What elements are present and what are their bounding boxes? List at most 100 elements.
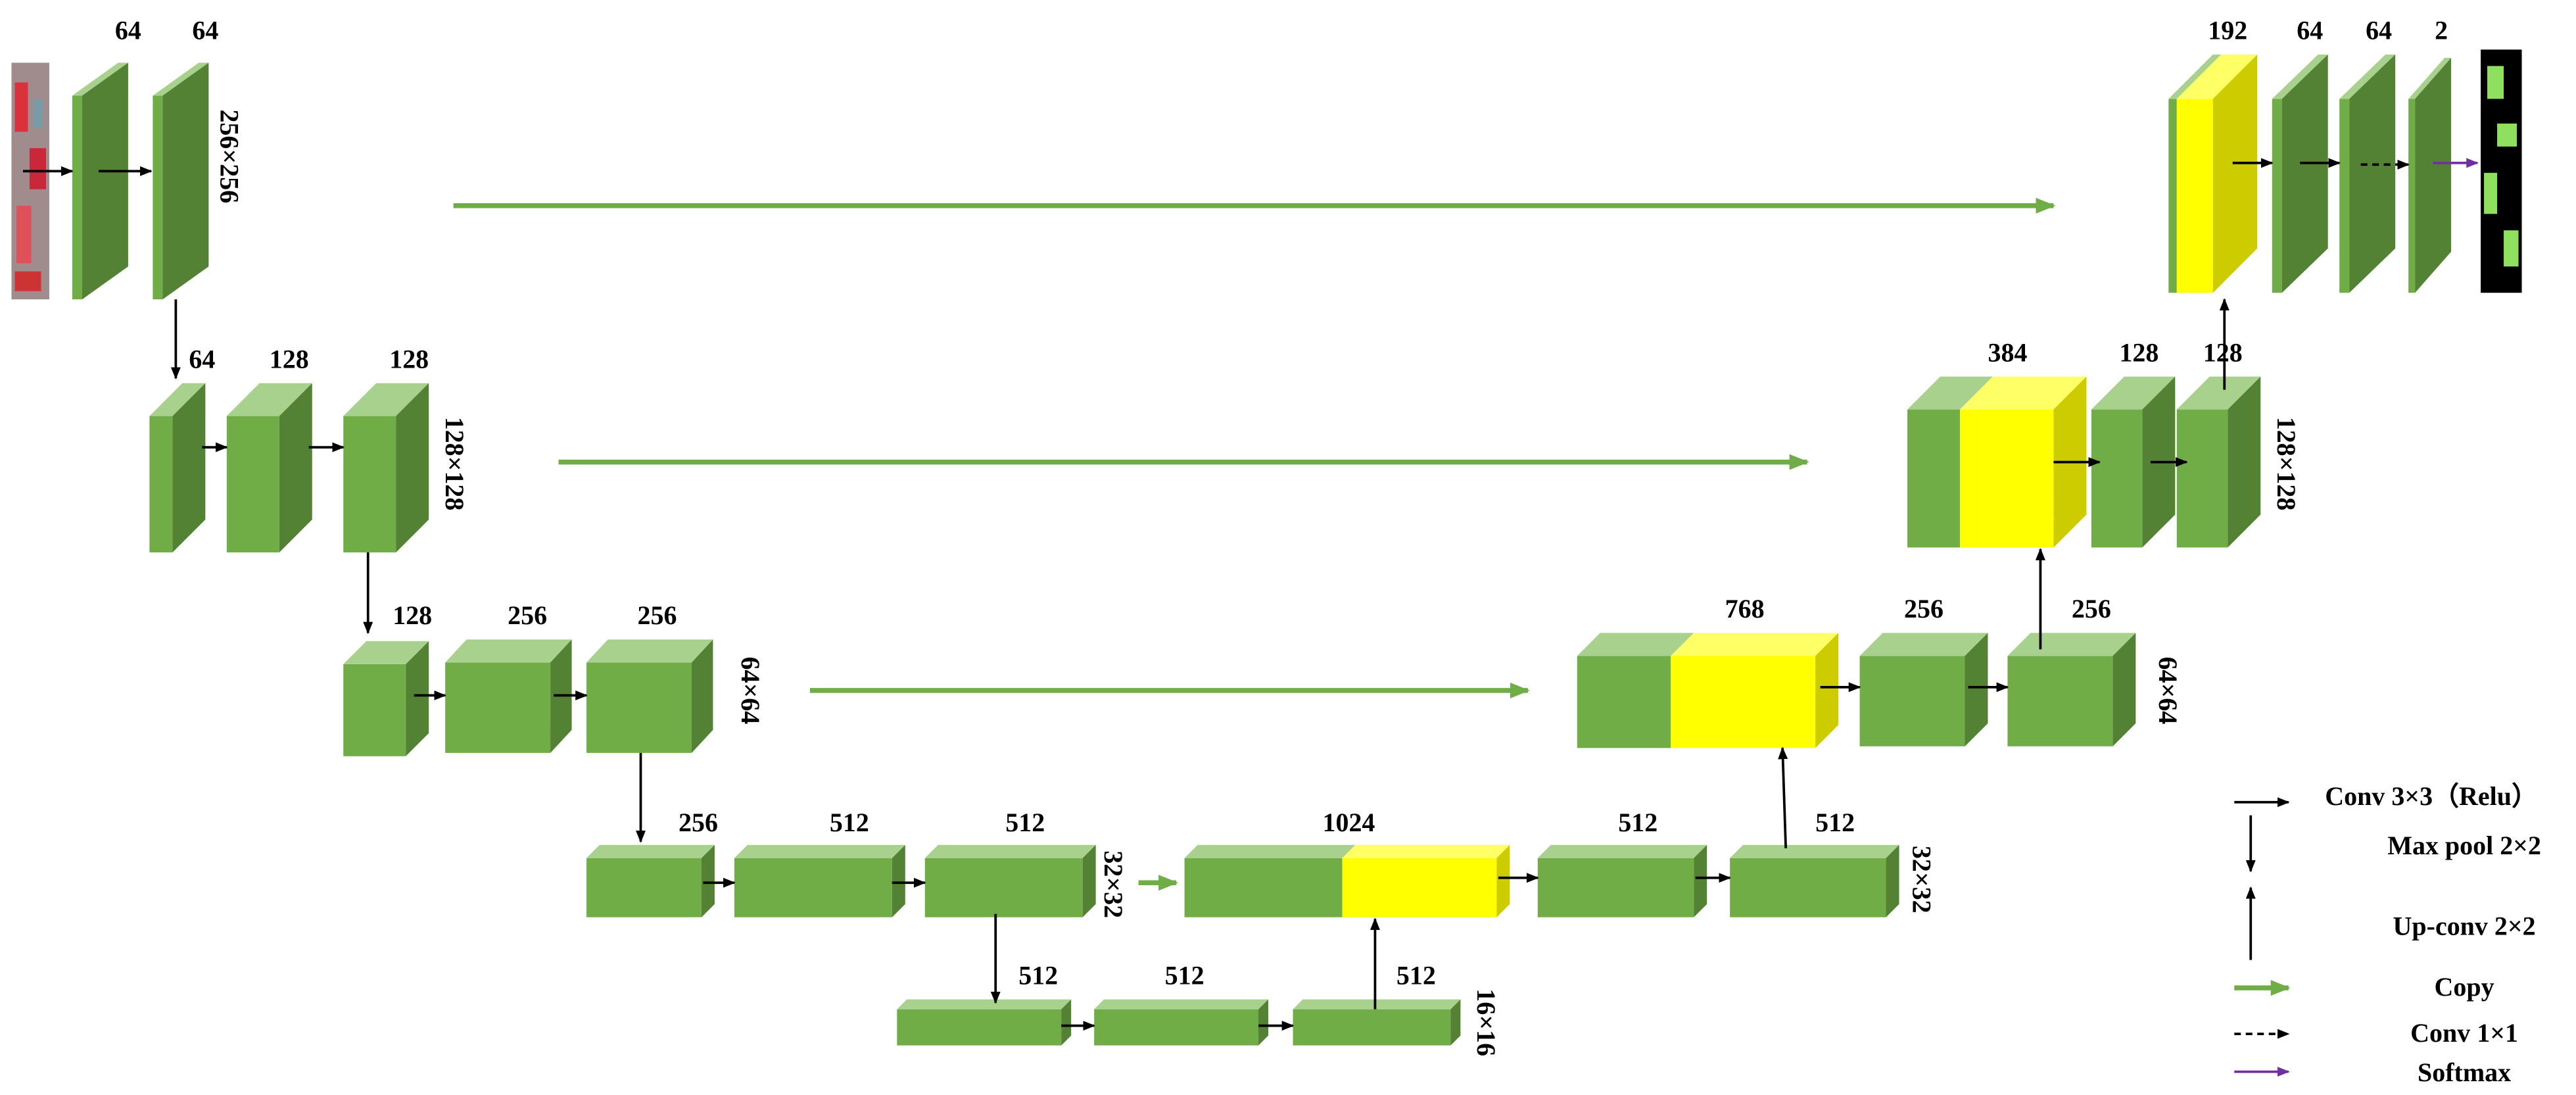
size-label: 128×128 <box>440 417 469 511</box>
block-side <box>2212 54 2258 293</box>
block-top <box>2168 54 2222 99</box>
channel-label: 2 <box>2435 16 2448 45</box>
block-front <box>586 858 702 917</box>
size-label: 16×16 <box>1471 988 1501 1056</box>
block-top <box>2176 376 2261 410</box>
block-side <box>892 844 905 917</box>
block-front <box>343 416 396 552</box>
block-top <box>2339 54 2396 99</box>
channel-label: 512 <box>1165 960 1205 990</box>
channel-label: 128 <box>2119 337 2159 367</box>
block-front <box>1730 858 1886 917</box>
block-top <box>1730 844 1899 858</box>
block-side <box>691 639 713 753</box>
channel-label: 128 <box>393 600 432 630</box>
channel-label: 128 <box>389 344 429 374</box>
concat-top <box>1959 376 2087 410</box>
block-top <box>1184 844 1356 858</box>
block-top <box>149 383 206 416</box>
block-top <box>2408 57 2452 99</box>
block-front <box>2408 99 2416 293</box>
concat-top <box>1342 844 1510 858</box>
block-front <box>734 858 892 917</box>
block-side <box>2281 54 2328 293</box>
legend-label: Conv 3×3（Relu） <box>2325 781 2538 811</box>
block-front <box>343 664 406 756</box>
channel-label: 64 <box>115 16 141 45</box>
block-top <box>153 62 209 96</box>
size-label: 128×128 <box>2272 417 2301 511</box>
block-top <box>1094 999 1269 1010</box>
block-side <box>172 383 206 552</box>
channel-label: 64 <box>2297 16 2323 45</box>
block-side <box>1965 633 1988 746</box>
block-side <box>1258 999 1269 1046</box>
block-top <box>2272 54 2328 99</box>
concat-front <box>2176 99 2213 293</box>
block-side <box>1082 844 1096 917</box>
block-side <box>1886 844 1899 917</box>
block-front <box>445 662 551 753</box>
block-top <box>343 641 429 664</box>
block-top <box>226 383 312 416</box>
block-front <box>153 95 163 300</box>
channel-label: 256 <box>638 600 677 630</box>
output-image <box>2481 49 2522 293</box>
block-top <box>586 639 713 663</box>
legend-label: Copy <box>2435 972 2494 1002</box>
block-side <box>396 383 429 552</box>
legend-label: Conv 1×1 <box>2410 1018 2518 1048</box>
concat-top <box>1671 633 1839 656</box>
block-front <box>1293 1009 1451 1046</box>
channel-label: 512 <box>1618 808 1658 837</box>
size-label: 32×32 <box>1907 846 1936 913</box>
block-top <box>445 639 572 663</box>
block-front <box>2272 99 2282 293</box>
block-top <box>72 62 128 96</box>
size-label: 256×256 <box>215 109 245 203</box>
block-front <box>1537 858 1694 917</box>
concat-top <box>2176 54 2258 99</box>
channel-label: 512 <box>1018 960 1058 990</box>
block-front <box>2176 409 2228 548</box>
channel-label: 1024 <box>1322 808 1375 837</box>
block-top <box>897 999 1072 1010</box>
channel-label: 256 <box>679 808 718 837</box>
block-top <box>1577 633 1694 656</box>
size-label: 64×64 <box>2153 657 2183 725</box>
block-top <box>586 844 715 858</box>
channel-label: 256 <box>2072 594 2111 623</box>
block-side <box>1815 633 1839 748</box>
block-front <box>2091 409 2143 548</box>
channel-label: 384 <box>1988 337 2027 367</box>
concat-front <box>1959 409 2054 548</box>
block-side <box>701 844 715 917</box>
block-top <box>1293 999 1461 1010</box>
block-front <box>2339 99 2350 293</box>
legend-label: Max pool 2×2 <box>2387 831 2541 860</box>
channel-label: 512 <box>1396 960 1436 990</box>
input-image <box>11 62 49 300</box>
block-front <box>897 1009 1062 1046</box>
block-front <box>2168 99 2177 293</box>
block-front <box>1577 656 1671 748</box>
concat-front <box>1342 858 1497 917</box>
channel-label: 128 <box>270 344 309 374</box>
channel-label: 64 <box>192 16 218 45</box>
block-front <box>1859 656 1965 746</box>
channel-label: 64 <box>189 344 215 374</box>
block-front <box>72 95 82 300</box>
block-side <box>1496 844 1510 917</box>
block-side <box>162 62 209 300</box>
legend-label: Up-conv 2×2 <box>2393 911 2536 940</box>
block-top <box>734 844 905 858</box>
block-top <box>924 844 1096 858</box>
arrow <box>1778 746 1788 848</box>
channel-label: 512 <box>1005 808 1045 837</box>
block-top <box>1859 633 1988 656</box>
channel-label: 768 <box>1725 594 1765 623</box>
block-front <box>149 416 173 552</box>
block-side <box>1450 999 1461 1046</box>
